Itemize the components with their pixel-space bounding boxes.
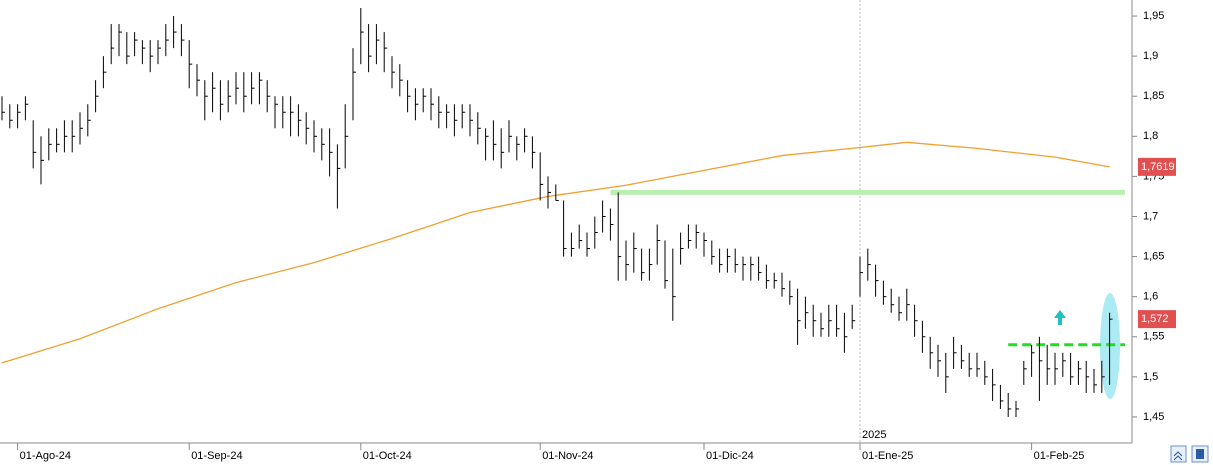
price-label: 1,572 [1141, 313, 1169, 325]
x-tick-label: 01-Oct-24 [363, 450, 412, 462]
y-tick-label: 1,8 [1143, 130, 1158, 142]
x-tick-label: 01-Sep-24 [191, 450, 242, 462]
scroll-button[interactable] [1170, 445, 1187, 463]
moving-average [1, 141, 1110, 364]
y-tick-label: 1,85 [1143, 90, 1164, 102]
scroll-icon [1173, 451, 1183, 461]
price-label-box [1138, 310, 1176, 329]
y-tick-label: 1,7 [1143, 210, 1158, 222]
plot [1, 0, 1125, 443]
annotation: 2025 [862, 429, 886, 441]
save-icon [1196, 449, 1204, 459]
x-tick-label: 01-Ene-25 [862, 450, 913, 462]
y-tick-label: 1,55 [1143, 331, 1164, 343]
price-label: 1,7619 [1141, 161, 1175, 173]
up-arrow [1054, 310, 1066, 325]
price-label-box [1138, 157, 1176, 176]
x-tick-label: 01-Feb-25 [1034, 450, 1085, 462]
y-tick-label: 1,95 [1143, 10, 1164, 22]
y-tick-label: 1,45 [1143, 411, 1164, 423]
y-tick-label: 1,6 [1143, 291, 1158, 303]
y-tick-label: 1,65 [1143, 250, 1164, 262]
x-tick-label: 01-Nov-24 [542, 450, 593, 462]
x-tick-label: 01-Ago-24 [20, 450, 71, 462]
x-tick-label: 01-Dic-24 [706, 450, 754, 462]
y-tick-label: 1,5 [1143, 371, 1158, 383]
y-tick-label: 1,9 [1143, 50, 1158, 62]
